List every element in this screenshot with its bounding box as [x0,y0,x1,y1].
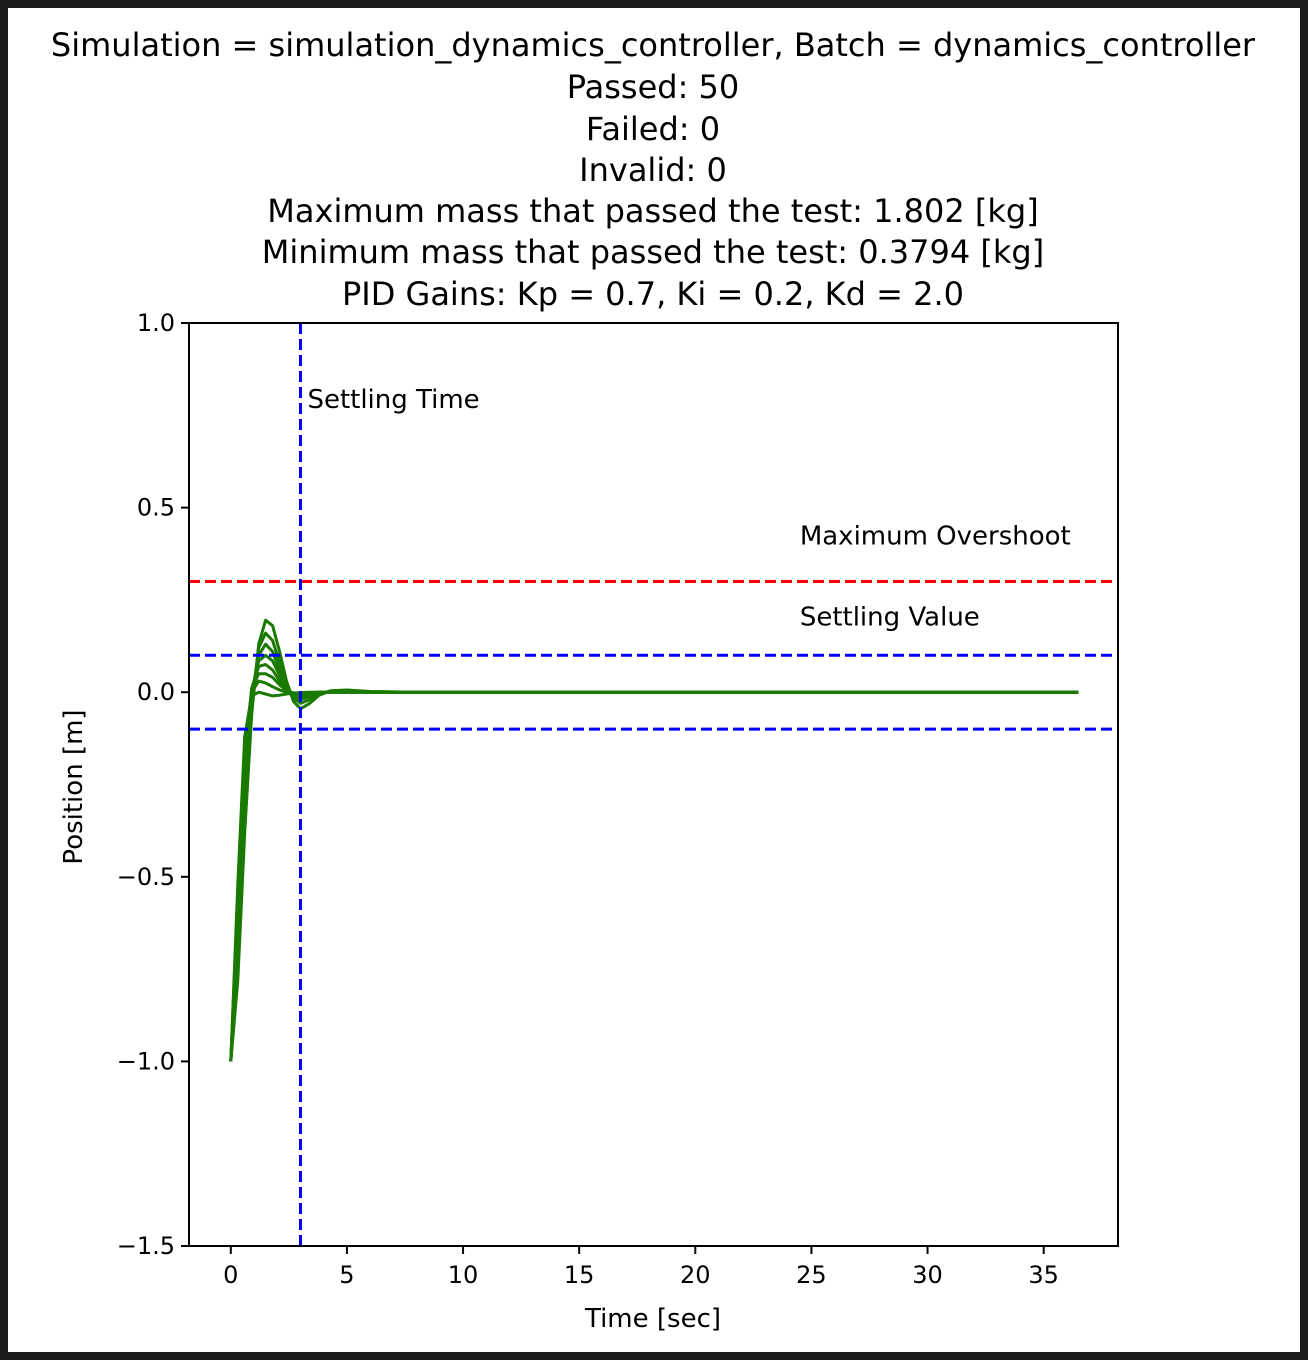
title-line-2: Passed: 50 [567,68,739,106]
x-tick-label-30: 30 [912,1261,943,1289]
x-tick-label-25: 25 [796,1261,827,1289]
series-line-2 [229,631,1079,1062]
series-line-4 [229,653,1079,1062]
figure-frame: Simulation = simulation_dynamics_control… [8,8,1300,1352]
series-line-3 [229,642,1079,1062]
x-tick-label-0: 0 [223,1261,238,1289]
axes-frame [188,322,1119,1247]
title-line-4: Invalid: 0 [579,151,727,189]
title-line-3: Failed: 0 [586,110,720,148]
series-line-6 [229,672,1079,1062]
chart-title: Simulation = simulation_dynamics_control… [51,26,1256,313]
series-line-7 [229,679,1079,1062]
series-line-1 [229,618,1079,1062]
title-line-1: Simulation = simulation_dynamics_control… [51,26,1256,64]
y-tick-label-2: 0.0 [137,678,175,706]
y-tick-label-5: −1.5 [117,1232,175,1260]
chart-svg: Simulation = simulation_dynamics_control… [51,26,1256,1334]
annotation-2: Maximum Overshoot [800,522,1071,552]
plot-area: Settling Time Maximum Overshoot Settling V… [117,309,1119,1289]
title-line-5: Maximum mass that passed the test: 1.802… [267,192,1038,230]
x-tick-label-5: 5 [339,1261,354,1289]
y-tick-label-0: 1.0 [137,309,175,337]
x-axis-label: Time [sec] [584,1304,721,1334]
x-tick-label-10: 10 [448,1261,479,1289]
title-line-6: Minimum mass that passed the test: 0.379… [262,233,1044,271]
y-tick-label-1: 0.5 [137,494,175,522]
series-line-8 [229,690,1079,1062]
annotation-3: Settling Value [800,603,980,633]
y-tick-label-4: −1.0 [117,1047,175,1075]
x-tick-label-35: 35 [1028,1261,1059,1289]
x-tick-label-20: 20 [680,1261,711,1289]
x-tick-label-15: 15 [564,1261,595,1289]
y-tick-label-3: −0.5 [117,863,175,891]
y-axis-label: Position [m] [59,709,89,864]
annotation-1: Settling Time [307,385,479,415]
title-line-7: PID Gains: Kp = 0.7, Ki = 0.2, Kd = 2.0 [342,275,964,313]
series-line-5 [229,663,1079,1062]
